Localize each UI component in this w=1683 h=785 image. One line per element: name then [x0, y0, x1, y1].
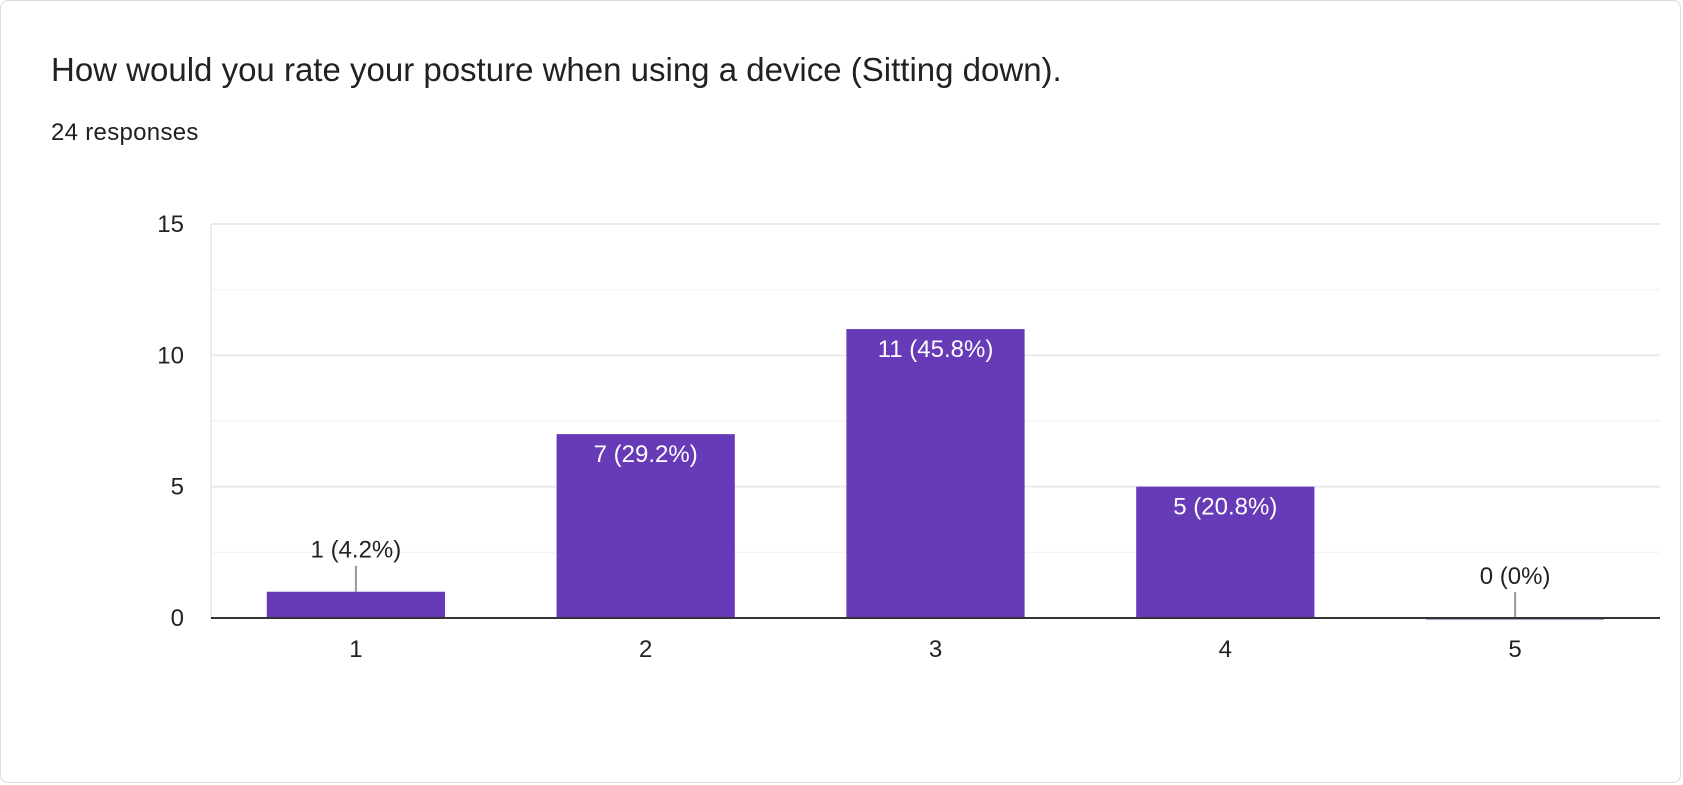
- y-tick-label: 5: [171, 474, 184, 501]
- data-label: 11 (45.8%): [878, 336, 994, 363]
- x-tick-label: 1: [349, 636, 362, 663]
- response-count: 24 responses: [51, 119, 199, 146]
- data-label: 1 (4.2%): [311, 537, 402, 564]
- bar-3: [846, 329, 1025, 618]
- x-tick-label: 2: [639, 636, 652, 663]
- x-tick-label: 4: [1219, 636, 1232, 663]
- y-tick-label: 10: [157, 342, 184, 369]
- data-label: 7 (29.2%): [594, 441, 698, 468]
- bar-4: [1136, 486, 1315, 618]
- data-label: 5 (20.8%): [1173, 494, 1277, 521]
- x-tick-label: 5: [1508, 636, 1521, 663]
- bar-2: [556, 434, 735, 618]
- y-tick-label: 0: [171, 605, 184, 632]
- data-label: 0 (0%): [1480, 563, 1551, 590]
- x-tick-label: 3: [929, 636, 942, 663]
- bar-1: [266, 591, 446, 618]
- question-title: How would you rate your posture when usi…: [51, 51, 1062, 88]
- y-tick-label: 15: [157, 211, 184, 238]
